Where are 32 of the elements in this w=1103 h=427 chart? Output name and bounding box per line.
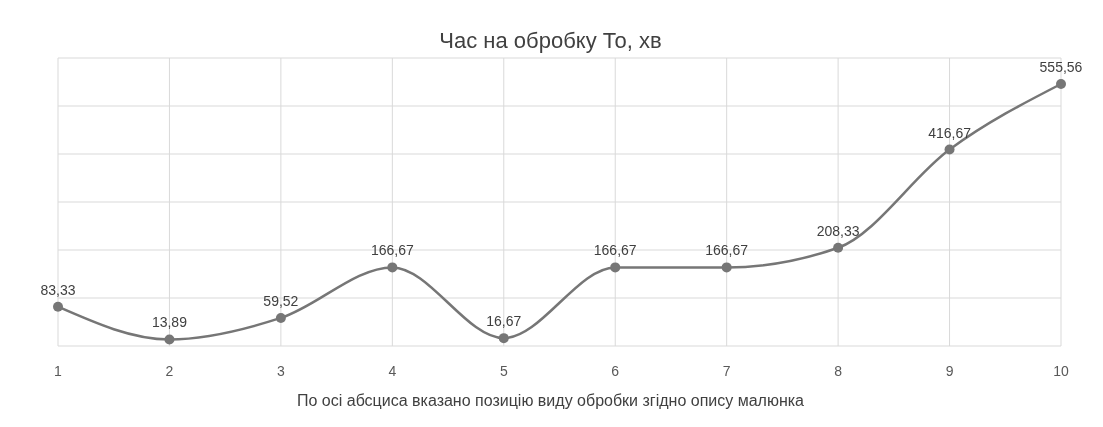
x-tick-label: 8 (834, 363, 843, 379)
chart-title: Час на обробку То, хв (439, 28, 662, 53)
point (53, 301, 63, 312)
data-label: 208,33 (816, 222, 860, 239)
point (387, 262, 398, 273)
x-tick-label: 6 (611, 363, 620, 379)
data-label: 16,67 (486, 313, 522, 330)
data-label: 83,33 (40, 281, 76, 298)
point (610, 262, 621, 273)
point (275, 312, 286, 323)
x-axis-title: По осі абсциса вказано позицію виду обробки згідно опису малюнка (296, 392, 805, 409)
x-tick-label: 10 (1053, 363, 1069, 379)
point (944, 144, 955, 155)
data-label: 59,52 (263, 292, 299, 309)
data-label: 166,67 (370, 242, 414, 259)
x-tick-label: 7 (722, 363, 731, 379)
point (1056, 79, 1066, 89)
x-tick-label: 4 (388, 363, 397, 379)
point (498, 333, 509, 344)
data-label: 166,67 (593, 242, 637, 259)
data-label: 13,89 (151, 314, 188, 331)
data-label: 166,67 (705, 242, 749, 259)
x-tick-label: 3 (276, 363, 285, 379)
data-label: 416,67 (928, 124, 972, 141)
x-tick-label: 9 (945, 363, 954, 379)
data-label: 555,56 (1039, 59, 1083, 75)
point (164, 334, 175, 345)
point (833, 242, 844, 253)
x-tick-label: 5 (499, 363, 508, 379)
x-tick-label: 2 (165, 363, 174, 379)
x-tick-label: 1 (54, 363, 63, 379)
point (721, 262, 732, 273)
